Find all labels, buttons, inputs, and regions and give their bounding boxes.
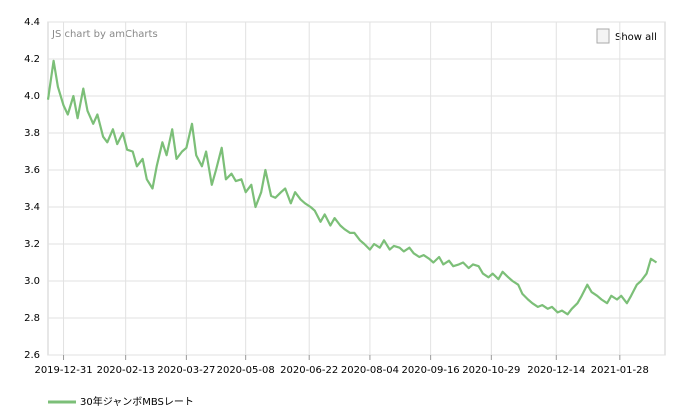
x-tick-label: 2020-09-16 <box>402 365 460 376</box>
credit: JS chart by amCharts <box>51 29 158 40</box>
y-tick-label: 3.4 <box>24 202 40 213</box>
y-tick-label: 2.6 <box>24 350 40 361</box>
x-tick-label: 2020-05-08 <box>217 365 275 376</box>
y-tick-label: 4.4 <box>24 17 40 28</box>
x-tick-label: 2020-03-27 <box>157 365 215 376</box>
x-tick-label: 2020-08-04 <box>341 365 399 376</box>
y-tick-label: 3.2 <box>24 239 40 250</box>
button-label[interactable]: Show all <box>615 32 657 43</box>
y-tick-label: 3.6 <box>24 165 40 176</box>
show-all-button[interactable]: Show all <box>596 28 657 44</box>
x-tick-label: 2020-12-14 <box>527 365 585 376</box>
legend-label: 30年ジャンボMBSレート <box>80 395 194 408</box>
series-line <box>46 59 658 316</box>
y-tick-label: 4.2 <box>24 54 40 65</box>
plot-frame <box>47 21 666 356</box>
x-tick-label: 2020-10-29 <box>462 365 520 376</box>
broken-icon <box>596 28 610 44</box>
x-tick-label: 2019-12-31 <box>34 365 92 376</box>
y-tick-label: 2.8 <box>24 313 40 324</box>
x-tick-label: 2021-01-28 <box>591 365 649 376</box>
y-tick-label: 3.8 <box>24 128 40 139</box>
y-tick-label: 3.0 <box>24 276 40 287</box>
x-tick-label: 2020-02-13 <box>97 365 155 376</box>
x-tick-label: 2020-06-22 <box>280 365 338 376</box>
y-tick-label: 4.0 <box>24 91 40 102</box>
